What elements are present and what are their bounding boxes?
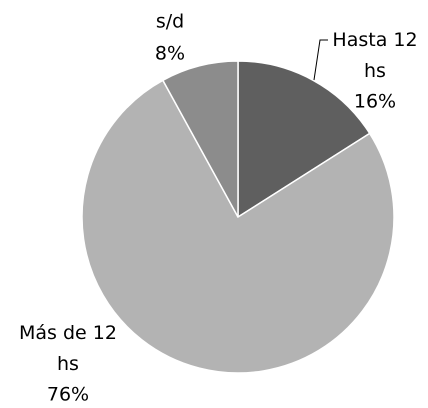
value-label: 16% — [354, 91, 396, 113]
label-line: hs — [57, 353, 79, 375]
pie-slice — [237, 60, 371, 219]
label-line: hs — [364, 60, 386, 82]
leader-line — [313, 39, 328, 81]
label-line: Más de 12 — [19, 322, 117, 344]
category-label: Hasta 12 hs — [332, 29, 417, 82]
value-label: 8% — [155, 43, 185, 65]
category-label: s/d — [156, 11, 184, 33]
labels: Hasta 12 hs 16% Más de 12 hs 76% s/d 8% — [19, 11, 418, 406]
pie-slice — [81, 79, 395, 374]
category-label: Más de 12 hs — [19, 322, 117, 375]
value-label: 76% — [47, 384, 89, 406]
label-line: Hasta 12 — [332, 29, 417, 51]
pie-slice — [161, 60, 239, 218]
pie — [81, 60, 395, 374]
